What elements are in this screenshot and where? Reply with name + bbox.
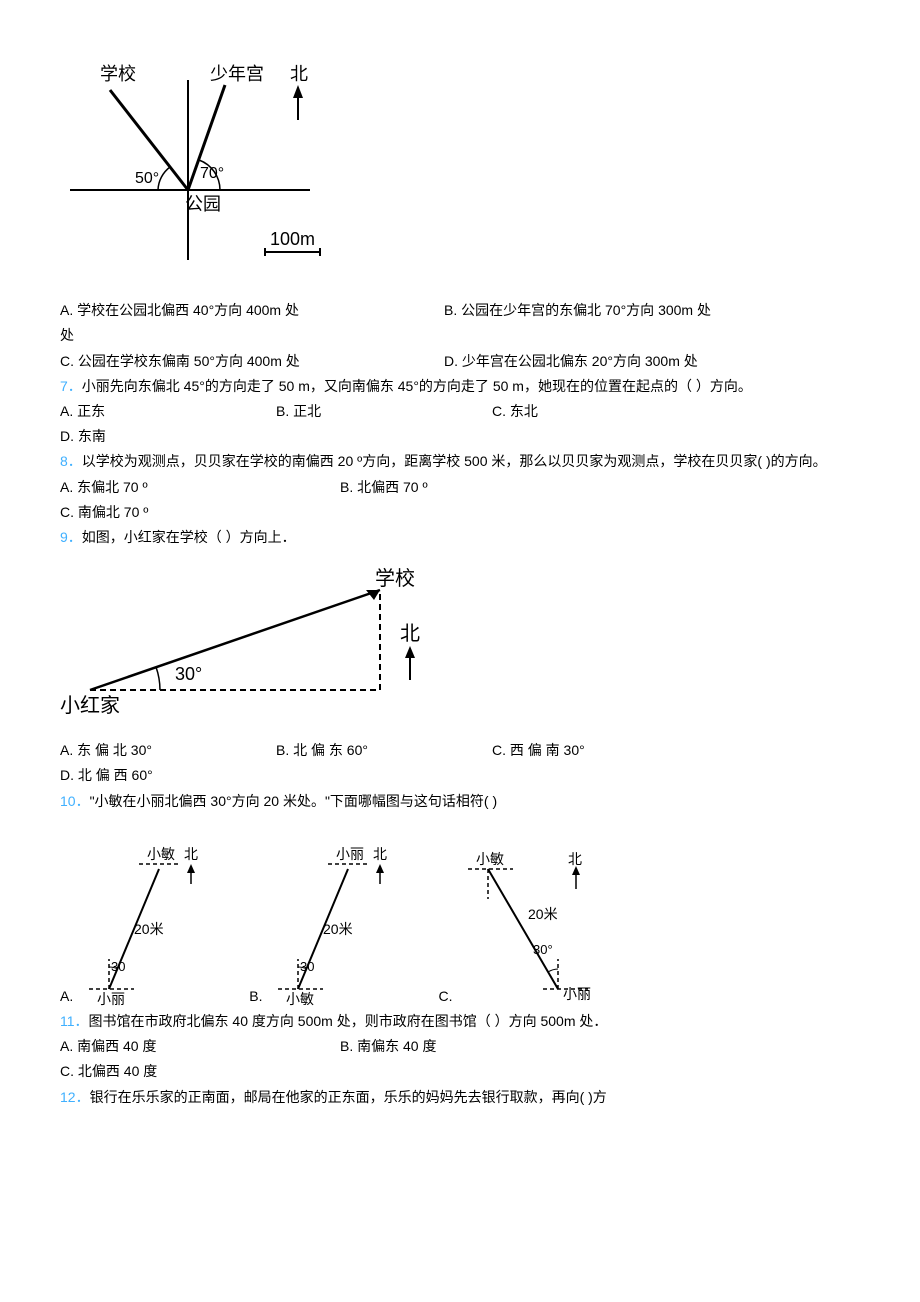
q6-options-2: C. 公园在学校东偏南 50°方向 400m 处 D. 少年宫在公园北偏东 20… [60, 349, 860, 374]
q12-text: 银行在乐乐家的正南面，邮局在他家的正东面，乐乐的妈妈先去银行取款，再向( )方 [90, 1089, 607, 1105]
q9-home: 小红家 [60, 694, 120, 717]
q7-opt-d[interactable]: D. 东南 [60, 424, 236, 449]
q9-opt-b[interactable]: B. 北 偏 东 60° [276, 738, 452, 763]
q8: 8．以学校为观测点，贝贝家在学校的南偏西 20 º方向，距离学校 500 米，那… [60, 449, 860, 474]
svg-text:小敏: 小敏 [476, 851, 504, 867]
svg-text:北: 北 [184, 846, 198, 862]
q9-opt-c[interactable]: C. 西 偏 南 30° [492, 738, 668, 763]
label-palace: 少年宫 [210, 64, 264, 84]
q6-opt-b-cont: 处 [60, 323, 860, 348]
q10: 10．"小敏在小丽北偏西 30°方向 20 米处。"下面哪幅图与这句话相符( ) [60, 789, 860, 814]
q10-lbl-a: A. [60, 984, 73, 1009]
svg-text:小敏: 小敏 [286, 991, 314, 1007]
q9-opt-a[interactable]: A. 东 偏 北 30° [60, 738, 236, 763]
svg-text:20米: 20米 [134, 921, 164, 937]
svg-text:20米: 20米 [323, 921, 353, 937]
q10-lbl-c: C. [438, 984, 452, 1009]
svg-text:30: 30 [111, 959, 125, 974]
q10-lbl-b: B. [249, 984, 262, 1009]
q10-fig-b[interactable]: B. 小丽 北 20米 30 小敏 [249, 839, 408, 1009]
q10-figures: A. 小敏 北 20米 30 小丽 B. 小丽 北 20米 [60, 839, 860, 1009]
diagram-xiaohong: 30° 学校 北 小红家 [60, 560, 860, 728]
q10-text: "小敏在小丽北偏西 30°方向 20 米处。"下面哪幅图与这句话相符( ) [90, 793, 498, 809]
q10-num: 10． [60, 793, 90, 809]
q9-north: 北 [400, 622, 420, 645]
svg-text:30°: 30° [533, 942, 553, 957]
q6-options: A. 学校在公园北偏西 40°方向 400m 处 B. 公园在少年宫的东偏北 7… [60, 298, 860, 323]
q7-options: A. 正东 B. 正北 C. 东北 D. 东南 [60, 399, 860, 449]
q6-opt-a[interactable]: A. 学校在公园北偏西 40°方向 400m 处 [60, 298, 444, 323]
q7: 7．小丽先向东偏北 45°的方向走了 50 m，又向南偏东 45°的方向走了 5… [60, 374, 860, 399]
q6-opt-b[interactable]: B. 公园在少年宫的东偏北 70°方向 300m 处 [444, 298, 828, 323]
q9: 9．如图，小红家在学校（ ）方向上． [60, 525, 860, 550]
q11-opt-b[interactable]: B. 南偏东 40 度 [340, 1034, 580, 1059]
svg-text:小丽: 小丽 [97, 991, 125, 1007]
q8-opt-a[interactable]: A. 东偏北 70 º [60, 475, 300, 500]
q8-opt-c[interactable]: C. 南偏北 70 º [60, 500, 300, 525]
q7-opt-b[interactable]: B. 正北 [276, 399, 452, 424]
svg-text:30: 30 [300, 959, 314, 974]
q8-num: 8． [60, 453, 82, 469]
label-park: 公园 [185, 194, 221, 214]
q10-fig-c[interactable]: C. 小敏 北 20米 30° 小丽 [438, 839, 608, 1009]
q7-num: 7． [60, 378, 82, 394]
diagram-park-school: 学校 少年宫 北 公园 50° 70° 100m [60, 50, 860, 288]
svg-text:小丽: 小丽 [336, 846, 364, 862]
q7-opt-a[interactable]: A. 正东 [60, 399, 236, 424]
q9-30: 30° [175, 664, 202, 684]
q10-fig-a[interactable]: A. 小敏 北 20米 30 小丽 [60, 839, 219, 1009]
label-50deg: 50° [135, 170, 159, 187]
svg-text:北: 北 [568, 851, 582, 867]
q7-opt-c[interactable]: C. 东北 [492, 399, 668, 424]
q9-num: 9． [60, 529, 82, 545]
q8-options: A. 东偏北 70 º B. 北偏西 70 º C. 南偏北 70 º [60, 475, 860, 525]
q11: 11．图书馆在市政府北偏东 40 度方向 500m 处，则市政府在图书馆（ ）方… [60, 1009, 860, 1034]
q9-options: A. 东 偏 北 30° B. 北 偏 东 60° C. 西 偏 南 30° D… [60, 738, 860, 788]
q11-opt-a[interactable]: A. 南偏西 40 度 [60, 1034, 300, 1059]
label-scale: 100m [270, 229, 315, 249]
q8-text: 以学校为观测点，贝贝家在学校的南偏西 20 º方向，距离学校 500 米，那么以… [82, 453, 827, 469]
q9-opt-d[interactable]: D. 北 偏 西 60° [60, 763, 236, 788]
label-school: 学校 [100, 64, 136, 84]
q11-text: 图书馆在市政府北偏东 40 度方向 500m 处，则市政府在图书馆（ ）方向 5… [89, 1013, 608, 1029]
q12: 12．银行在乐乐家的正南面，邮局在他家的正东面，乐乐的妈妈先去银行取款，再向( … [60, 1085, 860, 1110]
q11-num: 11． [60, 1013, 89, 1029]
q12-num: 12． [60, 1089, 90, 1105]
svg-text:北: 北 [373, 846, 387, 862]
q9-school: 学校 [375, 567, 415, 590]
q7-text: 小丽先向东偏北 45°的方向走了 50 m，又向南偏东 45°的方向走了 50 … [82, 378, 752, 394]
q9-text: 如图，小红家在学校（ ）方向上． [82, 529, 296, 545]
q6-opt-d[interactable]: D. 少年宫在公园北偏东 20°方向 300m 处 [444, 349, 828, 374]
q11-opt-c[interactable]: C. 北偏西 40 度 [60, 1059, 300, 1084]
q8-opt-b[interactable]: B. 北偏西 70 º [340, 475, 580, 500]
label-north: 北 [290, 64, 308, 84]
q6-opt-c[interactable]: C. 公园在学校东偏南 50°方向 400m 处 [60, 349, 444, 374]
q11-options: A. 南偏西 40 度 B. 南偏东 40 度 C. 北偏西 40 度 [60, 1034, 860, 1084]
svg-text:小敏: 小敏 [147, 846, 175, 862]
svg-text:20米: 20米 [528, 906, 558, 922]
label-70deg: 70° [200, 165, 224, 182]
